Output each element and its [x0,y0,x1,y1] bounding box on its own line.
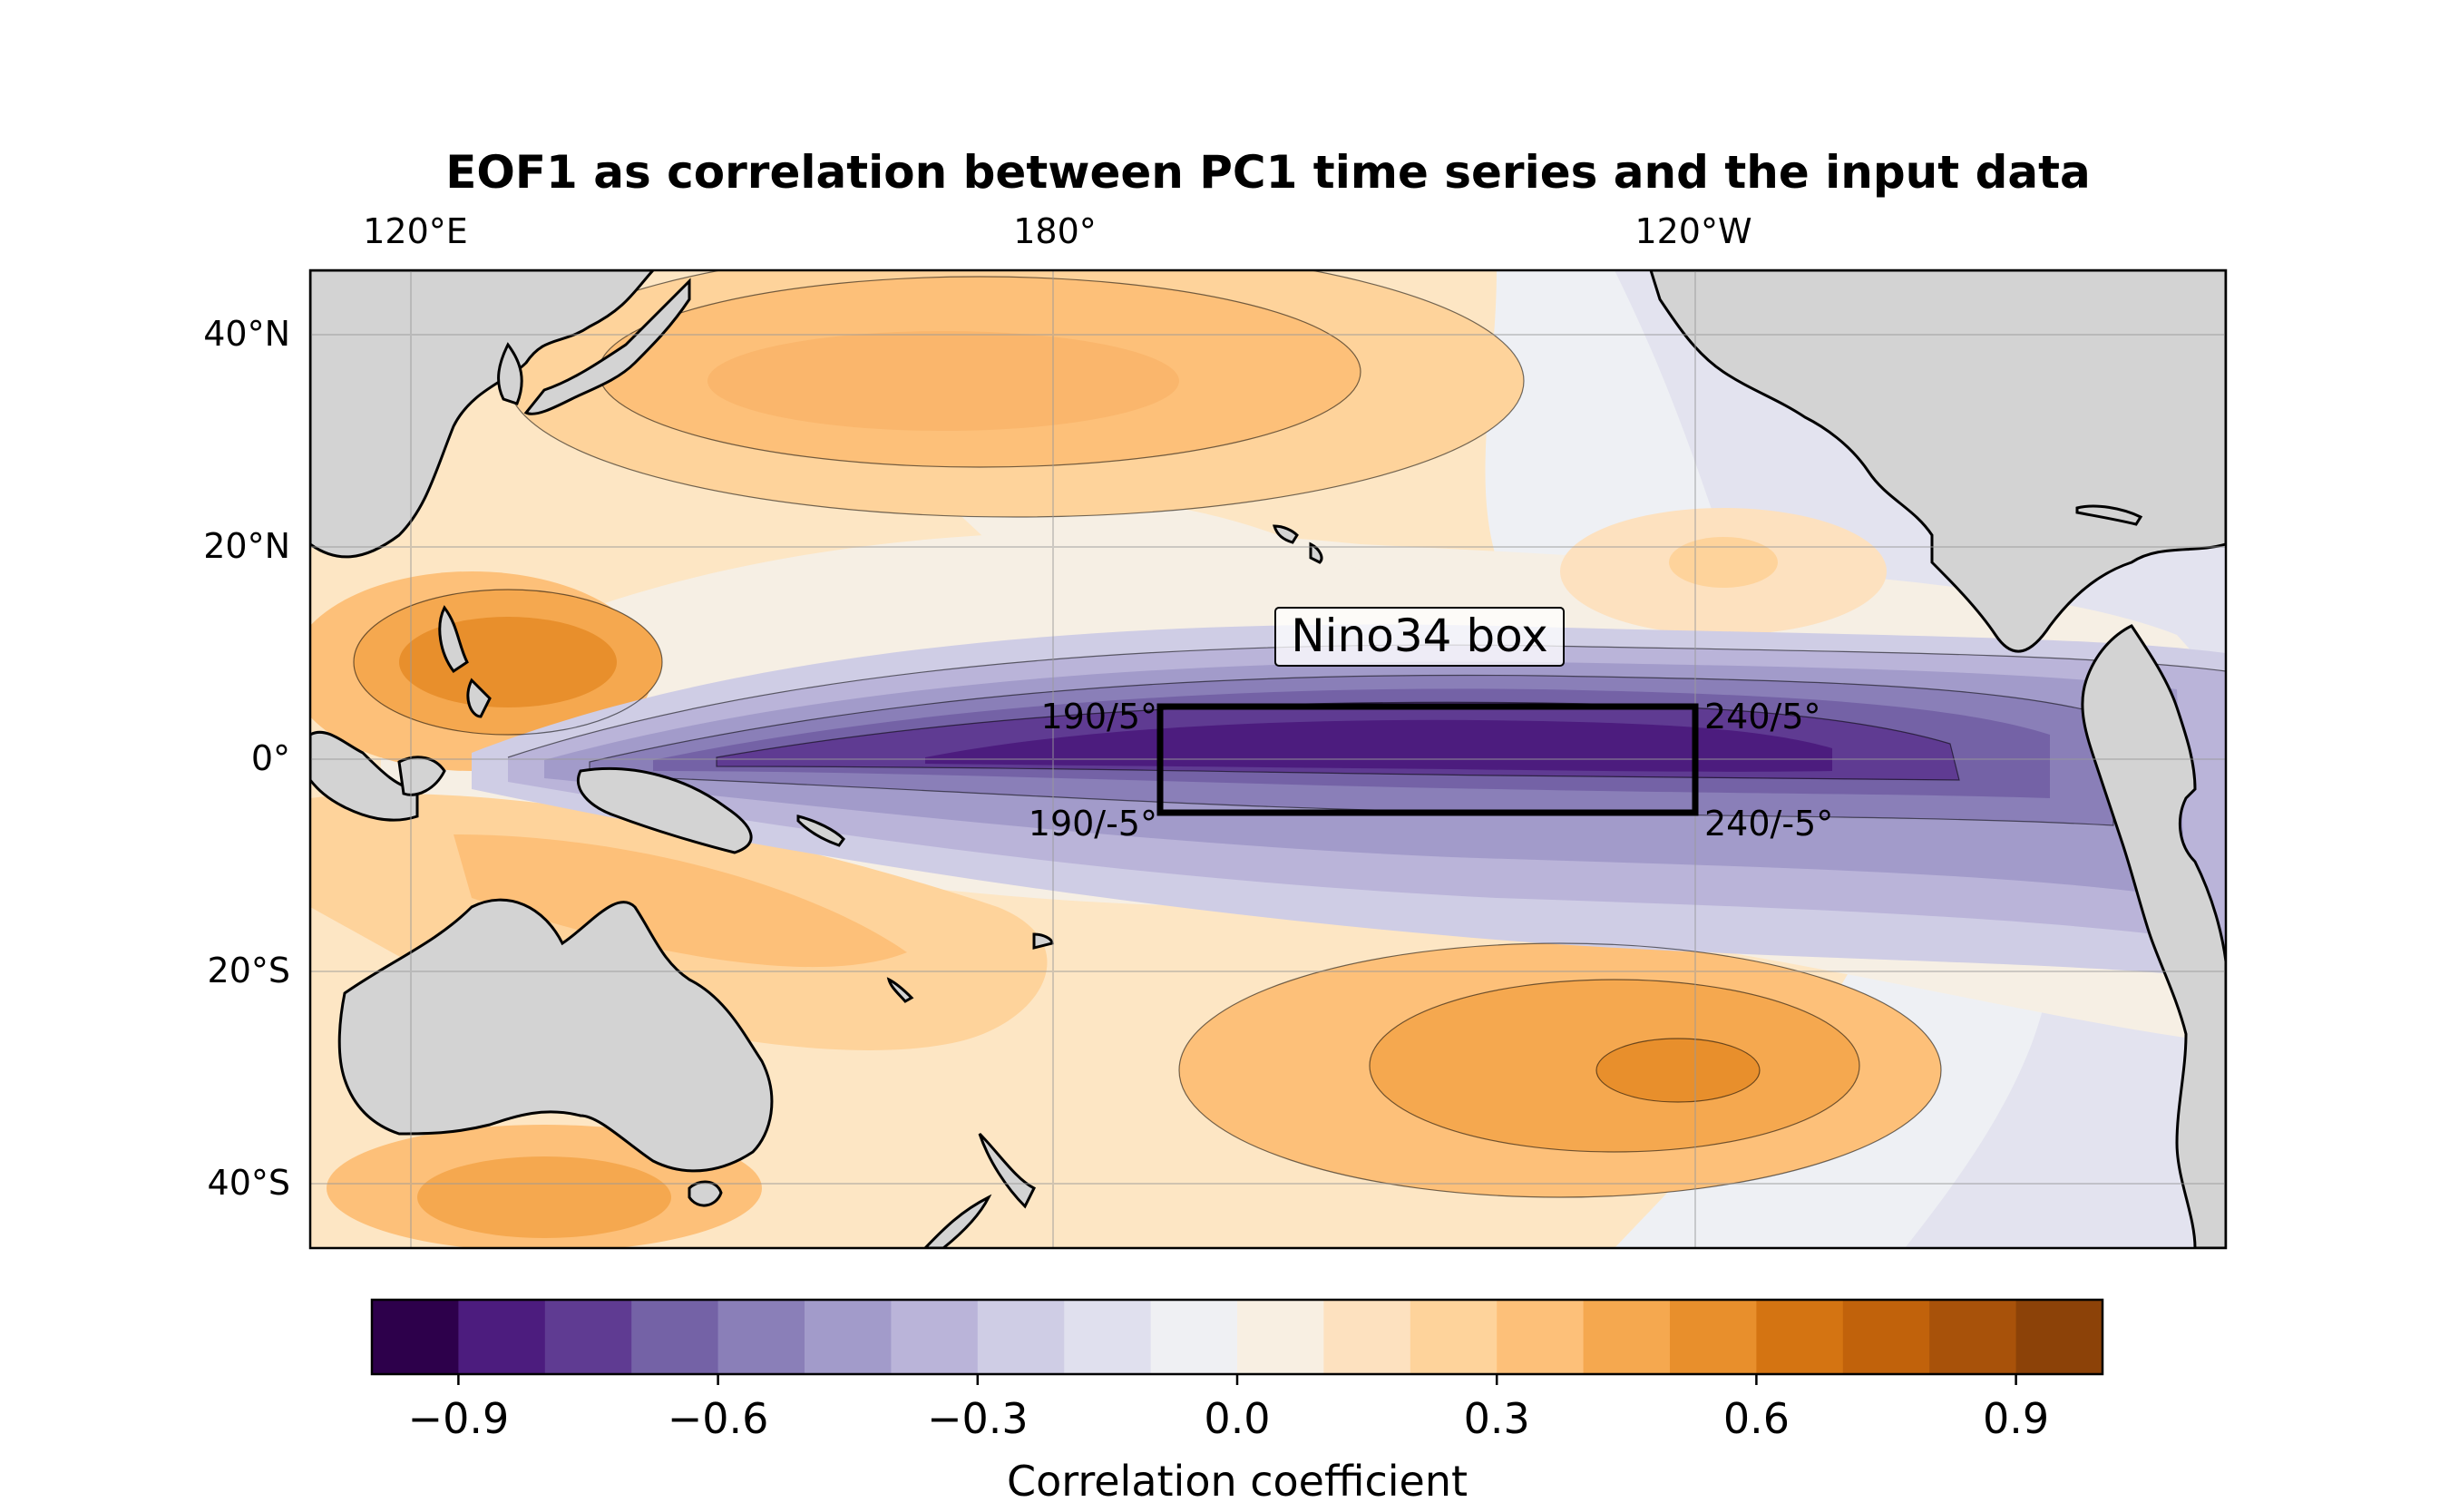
left-tick-labels: 40°N 20°N 0° 20°S 40°S [203,314,290,1203]
colorbar-bin [544,1300,632,1374]
lon-tick-180: 180° [1013,211,1097,251]
lat-tick-40n: 40°N [203,314,290,354]
colorbar-bin [1150,1300,1238,1374]
colorbar-bin [1842,1300,1930,1374]
corner-bottom-left: 190/-5° [1029,804,1157,844]
lon-tick-120w: 120°W [1634,211,1751,251]
lat-tick-20s: 20°S [208,951,290,990]
colorbar: −0.9 −0.6 −0.3 0.0 0.3 0.6 0.9 Correlation coe… [370,1298,2104,1506]
colorbar-ticks: −0.9 −0.6 −0.3 0.0 0.3 0.6 0.9 [408,1374,2049,1443]
colorbar-bin [1929,1300,2017,1374]
corner-top-right: 240/5° [1704,697,1821,736]
colorbar-bin [372,1300,459,1374]
colorbar-bin [631,1300,719,1374]
south-america-landmass [2081,624,2226,1248]
chart-title: EOF1 as correlation between PC1 time ser… [445,146,2091,199]
colorbar-bin [1237,1300,1324,1374]
colorbar-bins [372,1300,2103,1374]
colorbar-tick-label: 0.6 [1723,1394,1790,1443]
colorbar-bin [1323,1300,1411,1374]
contour-lines [353,270,2226,1198]
borneo-landmass [310,730,419,822]
north-america-landmass [1649,270,2226,653]
new-zealand-landmass [922,1132,1037,1248]
colorbar-bin [1670,1300,1757,1374]
lon-tick-120e: 120°E [363,211,468,251]
colorbar-tick-label: 0.0 [1204,1394,1270,1443]
colorbar-bin [891,1300,979,1374]
corner-top-left: 190/5° [1040,697,1157,736]
colorbar-bin [977,1300,1065,1374]
nino34-label: Nino34 box [1291,610,1547,662]
colorbar-bin [1497,1300,1585,1374]
top-tick-labels: 120°E 180° 120°W [363,211,1751,251]
nino34-box [1156,703,1699,816]
colorbar-bin [717,1300,805,1374]
map-frame [308,268,2228,1250]
nino34-annotations: Nino34 box 190/5° 240/5° 190/-5° 240/-5° [1029,607,1833,844]
colorbar-tick-label: −0.9 [408,1394,510,1443]
colorbar-bin [1410,1300,1498,1374]
gridlines [310,270,2226,1248]
colorbar-bin [1583,1300,1671,1374]
colorbar-bin [2015,1300,2103,1374]
colorbar-bin [1756,1300,1844,1374]
lat-tick-0: 0° [251,738,290,778]
colorbar-label: Correlation coefficient [1007,1457,1468,1506]
colorbar-tick-label: 0.9 [1983,1394,2049,1443]
lat-tick-40s: 40°S [208,1163,290,1203]
japan-landmass [523,278,691,415]
lat-tick-20n: 20°N [203,526,290,566]
nino34-label-box [1274,607,1565,667]
map-panel [310,270,2226,1248]
colorbar-bin [805,1300,892,1374]
colorbar-tick-label: −0.3 [927,1394,1029,1443]
asia-landmass [310,270,656,559]
colorbar-bin [1064,1300,1152,1374]
colorbar-tick-label: 0.3 [1464,1394,1530,1443]
corner-bottom-right: 240/-5° [1704,804,1833,844]
colorbar-tick-label: −0.6 [668,1394,769,1443]
land-masses [310,270,2226,1248]
new-guinea-landmass [576,766,753,854]
australia-landmass [337,898,774,1173]
colorbar-bin [458,1300,546,1374]
